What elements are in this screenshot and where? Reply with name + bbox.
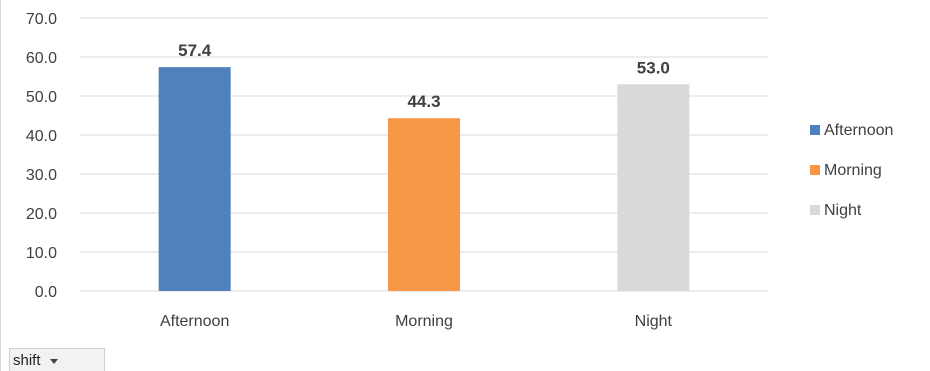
legend-label: Afternoon (824, 122, 893, 139)
x-tick-label: Afternoon (160, 313, 229, 330)
y-tick-label: 10.0 (26, 245, 57, 262)
y-tick-label: 30.0 (26, 167, 57, 184)
legend-label: Morning (824, 162, 882, 179)
shift-filter-label: shift (13, 351, 41, 369)
bar-morning (388, 118, 460, 291)
bar-night (617, 84, 690, 291)
y-tick-label: 70.0 (26, 11, 57, 28)
legend-swatch (810, 165, 820, 175)
y-tick-label: 20.0 (26, 206, 57, 223)
x-tick-label: Morning (395, 313, 453, 330)
data-label: 57.4 (178, 41, 212, 60)
legend-swatch (810, 125, 820, 135)
chevron-down-icon[interactable] (49, 358, 58, 364)
y-tick-label: 50.0 (26, 89, 57, 106)
x-tick-label: Night (635, 313, 673, 330)
y-tick-label: 0.0 (35, 284, 57, 301)
legend-label: Night (824, 202, 862, 219)
y-tick-label: 60.0 (26, 50, 57, 67)
bar-afternoon (158, 67, 231, 291)
y-tick-label: 40.0 (26, 128, 57, 145)
chart-frame-edge (0, 0, 1, 371)
data-label: 53.0 (637, 58, 670, 77)
legend-swatch (810, 205, 820, 215)
shift-filter-button[interactable]: shift (9, 348, 105, 371)
data-label: 44.3 (407, 92, 440, 111)
